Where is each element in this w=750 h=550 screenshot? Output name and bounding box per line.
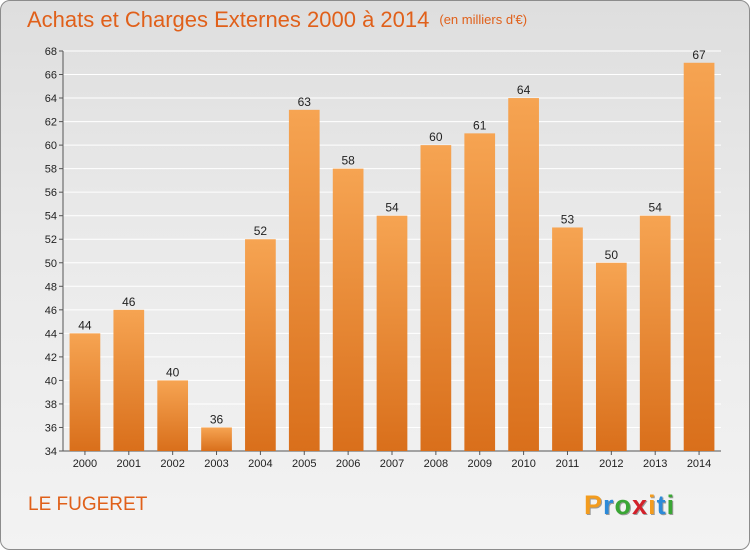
y-tick-label: 58 [45, 164, 57, 176]
bar-value-label: 50 [605, 248, 619, 262]
bar-value-label: 54 [385, 201, 399, 215]
bar-value-label: 44 [78, 318, 92, 332]
logo-letter: i [648, 490, 657, 520]
bar [288, 109, 320, 451]
bar-value-label: 54 [649, 201, 663, 215]
x-tick-label: 2000 [73, 458, 97, 470]
logo-letter: x [632, 490, 649, 520]
bar [69, 333, 101, 451]
bar-value-label: 52 [254, 224, 268, 238]
bar-value-label: 60 [429, 130, 443, 144]
bar [552, 227, 583, 451]
y-tick-label: 66 [45, 70, 57, 82]
bar [508, 98, 539, 451]
x-tick-label: 2014 [687, 458, 711, 470]
bar [683, 62, 715, 451]
x-tick-label: 2005 [292, 458, 316, 470]
x-tick-label: 2003 [204, 458, 228, 470]
y-tick-label: 42 [45, 352, 57, 364]
y-tick-label: 36 [45, 422, 57, 434]
x-tick-label: 2013 [643, 458, 667, 470]
chart-title-main: Achats et Charges Externes 2000 à 2014 [27, 7, 430, 32]
y-tick-label: 34 [45, 446, 57, 458]
chart-title-unit: (en milliers d'€) [439, 12, 528, 27]
bar [157, 380, 189, 451]
bar-value-label: 58 [341, 154, 355, 168]
x-tick-label: 2010 [511, 458, 535, 470]
x-tick-label: 2011 [556, 458, 580, 470]
x-tick-label: 2009 [467, 458, 491, 470]
bar [332, 168, 364, 451]
proxiti-logo[interactable]: Proxiti [584, 490, 675, 521]
x-tick-label: 2001 [117, 458, 141, 470]
bar-value-label: 46 [122, 295, 136, 309]
bar [376, 215, 408, 451]
y-tick-label: 50 [45, 258, 57, 270]
chart-title: Achats et Charges Externes 2000 à 2014 (e… [27, 7, 527, 33]
bar [639, 215, 671, 451]
y-tick-label: 68 [45, 46, 57, 58]
y-tick-label: 48 [45, 281, 57, 293]
bar [464, 133, 496, 451]
y-tick-label: 52 [45, 234, 57, 246]
bar-value-label: 40 [166, 365, 180, 379]
logo-letter: o [614, 490, 633, 520]
y-tick-label: 60 [45, 140, 57, 152]
bar-value-label: 64 [517, 83, 531, 97]
bar-value-label: 61 [473, 118, 487, 132]
y-tick-label: 64 [45, 93, 57, 105]
y-tick-label: 44 [45, 328, 57, 340]
bar-value-label: 53 [561, 212, 575, 226]
place-name: LE FUGERET [28, 494, 148, 515]
y-tick-label: 62 [45, 117, 57, 129]
y-tick-label: 56 [45, 187, 57, 199]
bar [113, 309, 145, 451]
logo-letter: t [656, 490, 667, 520]
bar [420, 145, 452, 451]
bar [201, 427, 232, 451]
logo-letter: P [584, 490, 604, 520]
x-tick-label: 2006 [336, 458, 360, 470]
bar-value-label: 63 [298, 95, 312, 109]
bar-value-label: 67 [692, 48, 706, 62]
bar-value-label: 36 [210, 412, 224, 426]
y-tick-label: 46 [45, 305, 57, 317]
y-tick-label: 38 [45, 399, 57, 411]
bar [245, 239, 276, 451]
x-tick-label: 2012 [599, 458, 623, 470]
bar [595, 262, 627, 451]
y-tick-label: 40 [45, 375, 57, 387]
y-tick-label: 54 [45, 211, 57, 223]
logo-letter: r [603, 490, 615, 520]
x-tick-label: 2004 [248, 458, 272, 470]
logo-letter: i [666, 490, 676, 520]
x-tick-label: 2002 [160, 458, 184, 470]
x-tick-label: 2007 [380, 458, 404, 470]
x-tick-label: 2008 [424, 458, 448, 470]
